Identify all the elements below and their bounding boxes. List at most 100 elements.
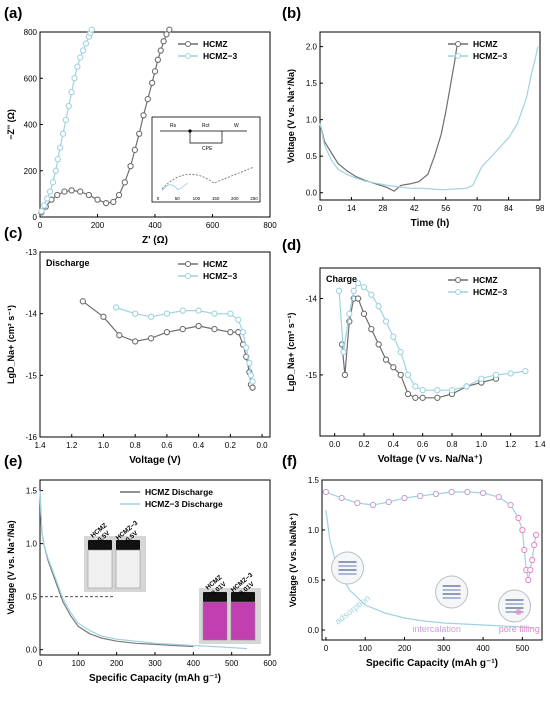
data-point xyxy=(529,556,536,564)
plot-frame xyxy=(319,31,541,201)
data-point xyxy=(249,378,256,385)
data-point xyxy=(132,338,139,345)
data-point xyxy=(350,287,357,295)
data-point xyxy=(247,372,255,379)
legend-marker xyxy=(455,53,461,59)
data-point xyxy=(519,526,526,534)
data-point xyxy=(338,494,345,502)
data-point xyxy=(354,280,362,287)
y-tick-label: 0.5 xyxy=(306,152,318,161)
data-point xyxy=(390,333,397,340)
data-point xyxy=(340,348,347,356)
x-tick-label: 200 xyxy=(398,644,412,653)
x-tick-label: 0.0 xyxy=(257,441,269,450)
legend-label: HCMZ−3 xyxy=(473,51,508,61)
data-point xyxy=(147,335,155,342)
x-tick-label: 800 xyxy=(263,221,277,230)
y-tick-label: -14 xyxy=(305,295,317,304)
x-tick-label: 0.0 xyxy=(329,440,341,449)
y-axis-title: LgD_Na+ (cm² s⁻¹) xyxy=(6,305,16,384)
y-tick-label: 600 xyxy=(24,74,38,83)
data-point xyxy=(163,310,171,317)
x-tick-label: 300 xyxy=(437,644,451,653)
x-tick-label: 0.4 xyxy=(193,441,205,450)
data-point xyxy=(179,325,186,333)
data-point xyxy=(54,156,61,163)
data-point xyxy=(136,130,143,137)
x-tick-label: 0 xyxy=(324,644,329,653)
data-point xyxy=(525,576,532,584)
data-point xyxy=(478,375,485,382)
data-point xyxy=(68,187,75,194)
data-point xyxy=(360,283,368,291)
data-point xyxy=(71,75,78,82)
data-point xyxy=(382,318,390,325)
vial-body xyxy=(115,549,141,589)
data-point xyxy=(41,202,48,209)
x-axis-title: Specific Capacity (mAh g⁻¹) xyxy=(366,658,498,669)
data-point xyxy=(227,329,234,336)
x-tick-label: 0 xyxy=(38,659,43,668)
x-tick-label: 600 xyxy=(206,221,220,230)
legend-marker xyxy=(185,261,191,267)
y-tick-label: 0 xyxy=(33,213,38,222)
y-tick-label: 1.5 xyxy=(308,476,320,485)
x-tick-label: 84 xyxy=(504,204,513,213)
y-tick-label: -16 xyxy=(25,433,37,442)
panel-4: (d) 0.0 0.2 0.4 0.6 0.8 1.0 1.2 1.4 -14 -15 Voltage… xyxy=(282,237,546,465)
y-tick-label: 1.0 xyxy=(26,540,38,549)
x-tick-label: 1.4 xyxy=(34,441,46,450)
x-axis-title: Z' (Ω) xyxy=(142,235,168,246)
data-point xyxy=(127,162,134,170)
y-tick-label: -13 xyxy=(25,248,37,257)
y-tick-label: 800 xyxy=(24,28,38,37)
data-point xyxy=(532,531,540,539)
x-tick-label: 0.6 xyxy=(417,440,429,449)
series-line xyxy=(115,306,254,382)
series-line xyxy=(325,491,537,581)
data-point xyxy=(151,68,159,75)
legend-label: HCMZ xyxy=(203,259,228,269)
data-point xyxy=(77,54,84,61)
x-tick-label: 0 xyxy=(318,204,323,213)
vial-body xyxy=(230,601,256,641)
data-point xyxy=(419,387,426,394)
data-point xyxy=(79,47,87,54)
x-tick-label: 300 xyxy=(148,659,162,668)
data-point xyxy=(211,310,218,317)
data-point xyxy=(448,488,455,496)
data-point xyxy=(397,348,404,356)
data-point xyxy=(368,325,375,333)
data-point xyxy=(59,130,67,137)
data-point xyxy=(385,498,392,506)
inset-tick-label: 100 xyxy=(193,196,201,201)
y-tick-label: 400 xyxy=(24,121,38,130)
data-point xyxy=(110,198,117,206)
region-label: intercalation xyxy=(412,624,461,634)
data-point xyxy=(390,364,397,371)
data-point xyxy=(521,546,528,554)
x-tick-label: 200 xyxy=(91,221,105,230)
x-tick-label: 14 xyxy=(347,204,356,213)
data-point xyxy=(464,488,471,496)
y-axis-title: Voltage (V vs. Na⁺/Na) xyxy=(286,69,296,163)
panel-5: (e) 0 100 200 300 400 500 600 0.0 0.5 1.0 1.5 Specif… xyxy=(4,453,277,684)
panel-1: (a) 0 200 400 600 800 0 200 400 600 800 Z' (Ω) −Z'' … xyxy=(4,5,277,246)
data-point xyxy=(322,488,330,496)
plot-frame xyxy=(321,479,543,641)
data-point xyxy=(515,514,522,522)
data-point xyxy=(147,313,155,320)
data-point xyxy=(369,501,377,509)
circuit-label: CPE xyxy=(202,146,213,152)
inset-tick-label: 250 xyxy=(250,196,258,201)
data-point xyxy=(52,167,59,174)
series-line xyxy=(39,490,248,650)
data-point xyxy=(507,370,514,377)
data-point xyxy=(38,208,45,215)
panel-label: (e) xyxy=(4,453,22,470)
data-point xyxy=(412,394,419,401)
y-tick-label: -14 xyxy=(25,310,37,319)
inset-tick-label: 50 xyxy=(175,196,181,201)
legend-marker xyxy=(455,277,461,283)
